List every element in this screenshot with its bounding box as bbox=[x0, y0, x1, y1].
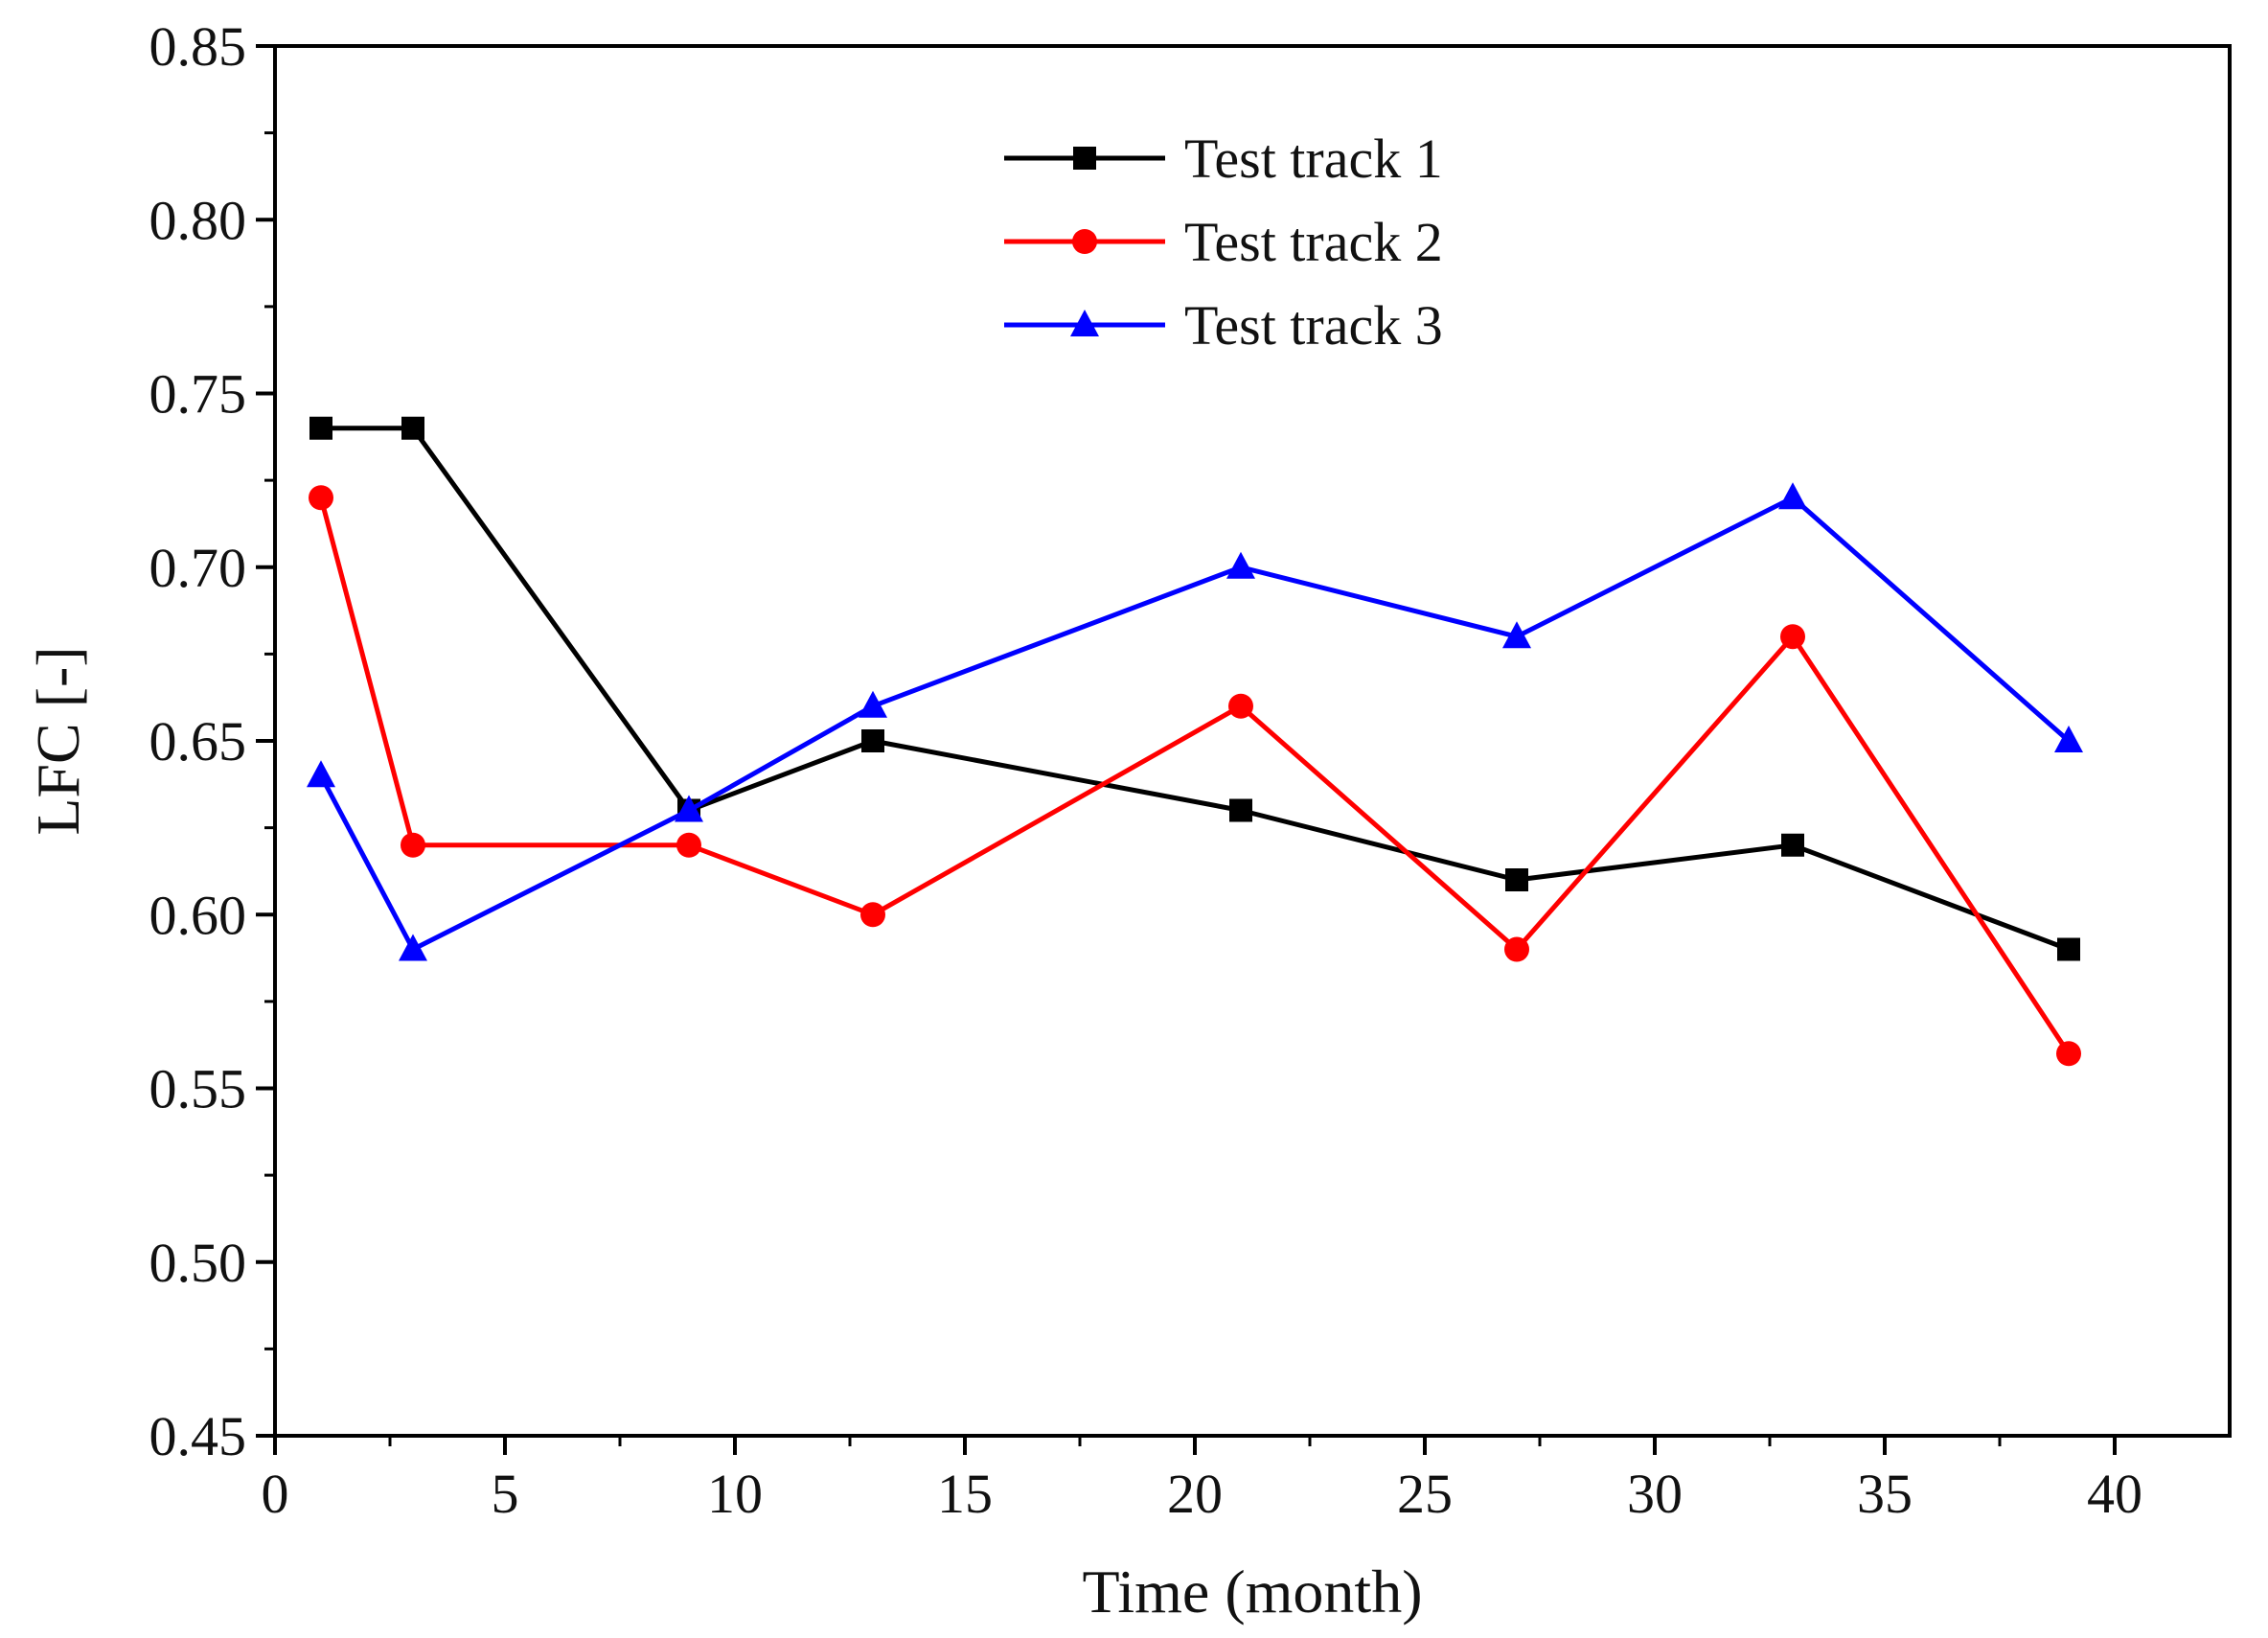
legend-label: Test track 3 bbox=[1184, 294, 1443, 357]
legend-item-1: Test track 1 bbox=[1004, 127, 1443, 190]
series-layer bbox=[307, 416, 2083, 1067]
x-tick-label: 30 bbox=[1627, 1463, 1683, 1525]
series-1 bbox=[309, 416, 2080, 961]
y-tick-label: 0.85 bbox=[149, 15, 247, 78]
data-point-series-3 bbox=[1778, 482, 1807, 510]
series-line-2 bbox=[318, 496, 2072, 1055]
x-tick-label: 20 bbox=[1167, 1463, 1223, 1525]
series-3 bbox=[307, 482, 2083, 961]
y-tick-label: 0.80 bbox=[149, 189, 247, 251]
y-tick-label: 0.45 bbox=[149, 1405, 247, 1467]
data-point-series-2 bbox=[1228, 693, 1253, 719]
data-point-series-1 bbox=[1781, 833, 1804, 857]
y-tick-label: 0.60 bbox=[149, 884, 247, 946]
y-tick-label: 0.75 bbox=[149, 363, 247, 426]
legend-label: Test track 1 bbox=[1184, 127, 1443, 190]
legend-item-2: Test track 2 bbox=[1004, 211, 1443, 273]
x-tick-label: 35 bbox=[1857, 1463, 1913, 1525]
data-point-series-3 bbox=[399, 934, 427, 961]
data-point-series-1 bbox=[2057, 937, 2080, 961]
y-axis-title: LFC [-] bbox=[24, 646, 92, 835]
legend-label: Test track 2 bbox=[1184, 211, 1443, 273]
data-point-series-1 bbox=[1229, 798, 1252, 822]
data-point-series-1 bbox=[401, 416, 424, 440]
series-line-3 bbox=[318, 495, 2071, 952]
series-2 bbox=[309, 485, 2081, 1067]
x-tick-label: 10 bbox=[707, 1463, 763, 1525]
data-point-series-2 bbox=[401, 832, 425, 858]
x-tick-label: 0 bbox=[262, 1463, 289, 1525]
x-tick-labels: 0 5 10 15 20 25 30 35 40 bbox=[262, 1463, 2143, 1525]
legend-marker bbox=[1070, 310, 1099, 336]
x-tick-label: 15 bbox=[937, 1463, 993, 1525]
legend-item-3: Test track 3 bbox=[1004, 294, 1443, 357]
data-point-series-1 bbox=[309, 416, 332, 440]
data-point-series-1 bbox=[1505, 868, 1528, 891]
data-point-series-2 bbox=[1780, 624, 1805, 650]
data-point-series-1 bbox=[861, 729, 884, 752]
x-axis-title: Time (month) bbox=[1083, 1557, 1423, 1626]
y-tick-label: 0.70 bbox=[149, 537, 247, 599]
data-point-series-3 bbox=[859, 690, 887, 718]
series-line-1 bbox=[321, 426, 2070, 952]
y-tick-label: 0.65 bbox=[149, 710, 247, 773]
y-tick-label: 0.50 bbox=[149, 1232, 247, 1294]
legend: Test track 1 Test track 2 Test track 3 bbox=[1004, 127, 1443, 357]
data-point-series-3 bbox=[307, 760, 335, 788]
data-point-series-3 bbox=[1226, 551, 1255, 579]
data-point-series-2 bbox=[860, 902, 885, 928]
data-point-series-2 bbox=[309, 485, 333, 511]
x-tick-label: 40 bbox=[2087, 1463, 2142, 1525]
legend-marker bbox=[1073, 147, 1096, 170]
axis-ticks bbox=[256, 44, 2117, 1455]
data-point-series-2 bbox=[1504, 936, 1529, 962]
data-point-series-3 bbox=[675, 795, 703, 822]
y-tick-label: 0.55 bbox=[149, 1058, 247, 1120]
y-tick-labels: 0.45 0.50 0.55 0.60 0.65 0.70 0.75 0.80 0.85 bbox=[149, 15, 247, 1467]
data-point-series-2 bbox=[676, 832, 701, 858]
data-point-series-2 bbox=[2056, 1041, 2081, 1067]
data-point-series-3 bbox=[1502, 621, 1531, 649]
x-tick-label: 25 bbox=[1397, 1463, 1453, 1525]
x-tick-label: 5 bbox=[492, 1463, 519, 1525]
data-point-series-3 bbox=[2054, 726, 2083, 752]
legend-marker bbox=[1072, 229, 1097, 254]
